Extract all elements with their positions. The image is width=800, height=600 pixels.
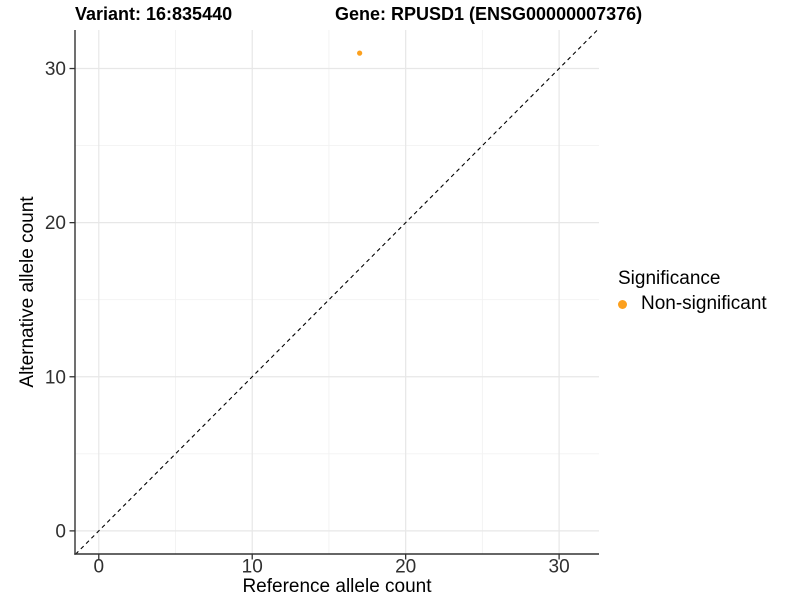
y-tick-label: 20: [45, 213, 66, 234]
legend-dot-icon: [618, 299, 627, 309]
y-tick-label: 10: [45, 367, 66, 388]
x-tick-label: 30: [549, 557, 570, 578]
tick-marks: [69, 67, 560, 560]
legend-entry: Non-significant: [618, 293, 767, 315]
legend: Significance Non-significant: [618, 268, 767, 315]
y-axis-title: Alternative allele count: [17, 196, 38, 388]
grid-minor: [75, 30, 599, 554]
grid-major: [75, 30, 599, 554]
y-tick-label: 30: [45, 59, 66, 80]
plot-title-gene: Gene: RPUSD1 (ENSG00000007376): [335, 4, 643, 24]
legend-title: Significance: [618, 268, 721, 289]
legend-entries: Non-significant: [618, 293, 767, 315]
x-axis-title: Reference allele count: [242, 576, 432, 597]
plot-title-variant: Variant: 16:835440: [75, 4, 233, 24]
x-tick-label: 0: [93, 557, 104, 578]
data-point: [357, 50, 363, 56]
y-tick-label: 0: [55, 521, 66, 542]
legend-entry-label: Non-significant: [641, 293, 767, 314]
x-tick-label: 20: [395, 557, 416, 578]
x-tick-label: 10: [242, 557, 263, 578]
identity-line: [75, 30, 599, 554]
axis-lines: [74, 30, 599, 555]
